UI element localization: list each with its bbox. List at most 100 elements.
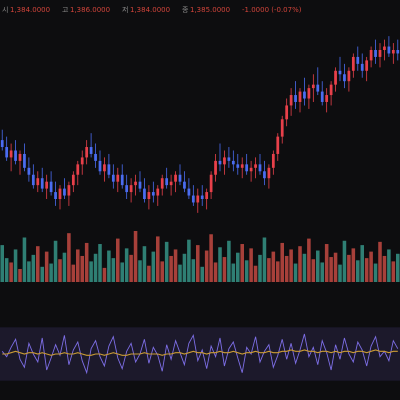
volume-bar[interactable]: [316, 250, 320, 282]
volume-bar[interactable]: [213, 262, 218, 282]
candle[interactable]: [374, 39, 377, 64]
candle[interactable]: [31, 164, 35, 189]
candle[interactable]: [351, 53, 355, 78]
candle[interactable]: [209, 171, 213, 200]
volume-bar[interactable]: [182, 253, 187, 282]
volume-bar[interactable]: [329, 257, 333, 282]
volume-bar[interactable]: [191, 259, 196, 282]
candle[interactable]: [120, 164, 124, 189]
candle[interactable]: [111, 164, 115, 189]
volume-bar[interactable]: [378, 241, 382, 282]
candle[interactable]: [71, 171, 75, 193]
volume-bar[interactable]: [164, 241, 169, 282]
candle[interactable]: [334, 67, 337, 92]
volume-bar[interactable]: [298, 246, 302, 282]
candle[interactable]: [391, 43, 395, 64]
candle[interactable]: [254, 157, 257, 179]
candle[interactable]: [125, 174, 129, 200]
volume-bar[interactable]: [93, 253, 98, 282]
candle[interactable]: [298, 88, 302, 113]
volume-bar[interactable]: [360, 245, 364, 282]
candle[interactable]: [23, 143, 26, 172]
candle[interactable]: [5, 136, 9, 161]
volume-bar[interactable]: [80, 255, 84, 282]
candle[interactable]: [338, 56, 342, 82]
candle[interactable]: [205, 188, 209, 210]
volume-bar[interactable]: [218, 247, 222, 282]
candle[interactable]: [280, 115, 284, 144]
candle[interactable]: [356, 46, 360, 71]
volume-bar[interactable]: [138, 260, 142, 282]
candle[interactable]: [147, 185, 151, 210]
candle[interactable]: [0, 129, 4, 151]
candle[interactable]: [347, 67, 351, 92]
candle[interactable]: [9, 143, 13, 172]
candle[interactable]: [231, 150, 235, 172]
candle[interactable]: [369, 46, 373, 68]
volume-bar[interactable]: [173, 249, 178, 282]
candle[interactable]: [151, 181, 155, 203]
volume-bar[interactable]: [31, 254, 36, 282]
candle[interactable]: [169, 174, 173, 196]
oscillator-panel[interactable]: [0, 282, 400, 400]
volume-bar[interactable]: [284, 255, 289, 282]
price-panel[interactable]: [0, 22, 400, 227]
volume-bar[interactable]: [267, 258, 271, 282]
candle[interactable]: [258, 153, 262, 175]
candle[interactable]: [271, 150, 275, 175]
candle[interactable]: [276, 133, 280, 161]
volume-bar[interactable]: [111, 258, 116, 282]
volume-bar[interactable]: [382, 255, 387, 282]
candle[interactable]: [14, 140, 17, 165]
candle[interactable]: [240, 157, 244, 179]
volume-bar[interactable]: [62, 252, 67, 282]
candle[interactable]: [63, 178, 66, 200]
candle[interactable]: [200, 185, 204, 206]
volume-bar[interactable]: [4, 258, 9, 282]
candle[interactable]: [343, 63, 346, 89]
candle[interactable]: [94, 143, 97, 168]
candle[interactable]: [360, 53, 364, 78]
volume-bar[interactable]: [333, 252, 338, 282]
volume-bar[interactable]: [227, 240, 231, 282]
volume-bar[interactable]: [129, 254, 133, 282]
volume-bar[interactable]: [178, 264, 182, 282]
candle[interactable]: [165, 167, 169, 189]
volume-bar[interactable]: [18, 268, 22, 282]
candle[interactable]: [263, 160, 266, 186]
volume-panel[interactable]: [0, 227, 400, 282]
volume-bar[interactable]: [44, 251, 49, 282]
candle[interactable]: [116, 167, 120, 193]
candle[interactable]: [307, 84, 311, 109]
volume-bar[interactable]: [67, 233, 71, 282]
volume-bar[interactable]: [369, 251, 373, 282]
candle[interactable]: [311, 74, 315, 102]
volume-bar[interactable]: [169, 255, 173, 282]
candle[interactable]: [143, 178, 146, 203]
candle[interactable]: [214, 153, 217, 182]
candle[interactable]: [134, 174, 137, 196]
volume-bar[interactable]: [107, 250, 111, 282]
candle[interactable]: [85, 140, 89, 165]
volume-bar[interactable]: [142, 246, 147, 282]
volume-bar[interactable]: [13, 249, 18, 282]
volume-bar[interactable]: [342, 240, 347, 282]
volume-bar[interactable]: [249, 248, 253, 282]
volume-bar[interactable]: [276, 261, 280, 282]
candle[interactable]: [196, 188, 200, 213]
volume-bar[interactable]: [347, 254, 351, 282]
candle[interactable]: [103, 157, 106, 182]
volume-bar[interactable]: [58, 259, 62, 282]
volume-bar[interactable]: [84, 242, 89, 282]
candle[interactable]: [40, 167, 44, 193]
candle[interactable]: [285, 98, 289, 127]
volume-bar[interactable]: [102, 267, 107, 282]
candle[interactable]: [45, 174, 49, 200]
volume-bar[interactable]: [364, 258, 369, 282]
candle[interactable]: [138, 171, 142, 193]
candle[interactable]: [54, 181, 57, 206]
candle[interactable]: [223, 150, 226, 175]
candle[interactable]: [191, 185, 195, 206]
candle[interactable]: [187, 178, 191, 200]
volume-bar[interactable]: [36, 246, 40, 282]
